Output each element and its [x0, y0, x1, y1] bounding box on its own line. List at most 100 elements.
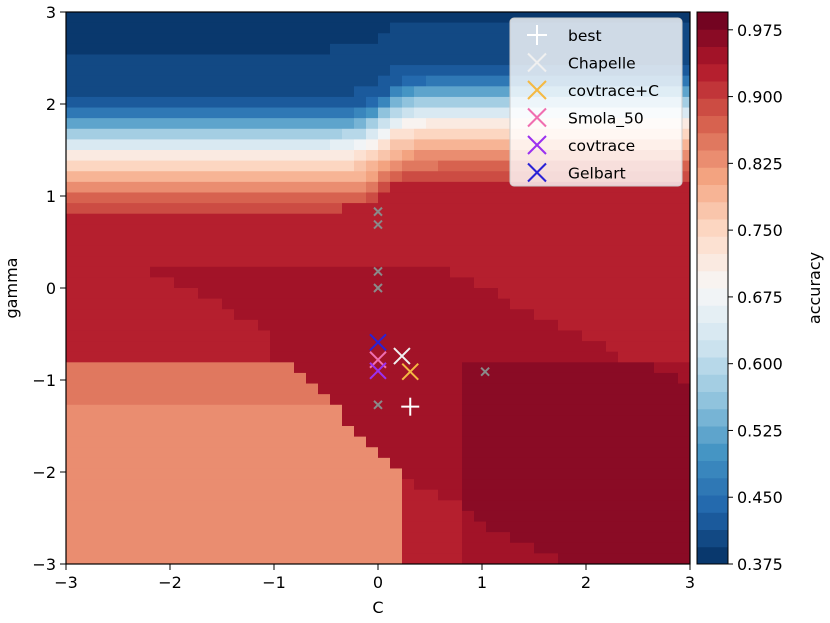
heatmap-cell [546, 479, 559, 491]
heatmap-cell [294, 203, 307, 215]
heatmap-cell [102, 150, 115, 162]
heatmap-cell [618, 415, 631, 427]
heatmap-cell [318, 489, 331, 501]
colorbar-tick-label: 0.825 [737, 154, 783, 173]
heatmap-cell [306, 510, 319, 523]
heatmap-cell [462, 54, 475, 66]
heatmap-cell [570, 234, 583, 247]
heatmap-cell [582, 341, 595, 353]
heatmap-cell [138, 372, 151, 385]
legend-marker-smola-50 [527, 107, 547, 128]
heatmap-cell [558, 192, 571, 204]
heatmap-cell [366, 277, 379, 289]
heatmap-cell [366, 309, 379, 321]
heatmap-cell [90, 542, 103, 554]
heatmap-cell [330, 351, 343, 363]
heatmap-cell [246, 213, 259, 225]
heatmap-cell [150, 521, 163, 533]
heatmap-cell [450, 372, 463, 385]
heatmap-cell [498, 532, 511, 544]
legend-marker-chapelle [527, 52, 547, 73]
heatmap-cell [270, 553, 283, 564]
heatmap-cell [534, 213, 547, 225]
heatmap-cell [294, 362, 307, 374]
heatmap-cell [414, 394, 427, 406]
heatmap-cell [354, 96, 367, 109]
heatmap-cell [114, 224, 127, 236]
heatmap-cell [234, 542, 247, 554]
heatmap-cell [426, 394, 439, 406]
heatmap-cell [582, 319, 595, 332]
heatmap-cell [162, 351, 175, 363]
heatmap-cell [234, 277, 247, 289]
heatmap-cell [618, 351, 631, 363]
heatmap-cell [642, 213, 655, 225]
heatmap-cell [126, 75, 139, 87]
heatmap-cell [558, 532, 571, 544]
heatmap-cell [390, 330, 403, 342]
heatmap-cell [366, 532, 379, 544]
heatmap-cell [438, 489, 451, 501]
heatmap-cell [294, 22, 307, 34]
heatmap-cell [438, 150, 451, 162]
x-tick-label: 1 [477, 573, 487, 592]
heatmap-cell [642, 288, 655, 300]
heatmap-cell [570, 372, 583, 385]
heatmap-cell [234, 224, 247, 236]
heatmap-cell [522, 426, 535, 438]
heatmap-cell [498, 298, 511, 310]
heatmap-cell [522, 181, 535, 194]
heatmap-cell [222, 245, 235, 257]
heatmap-cell [546, 372, 559, 385]
heatmap-cell [354, 150, 367, 162]
heatmap-cell [654, 181, 667, 194]
heatmap-cell [90, 372, 103, 385]
heatmap-cell [438, 266, 451, 278]
heatmap-cell [198, 224, 211, 236]
heatmap-cell [234, 479, 247, 491]
heatmap-cell [546, 309, 559, 321]
heatmap-cell [678, 426, 690, 438]
heatmap-cell [66, 553, 79, 564]
heatmap-cell [402, 54, 415, 66]
heatmap-cell [78, 330, 91, 342]
heatmap-cell [222, 341, 235, 353]
heatmap-cell [462, 532, 475, 544]
colorbar-band [697, 322, 728, 341]
heatmap-cell [270, 181, 283, 194]
heatmap-cell [678, 532, 690, 544]
heatmap-cell [270, 415, 283, 427]
heatmap-cell [126, 362, 139, 374]
heatmap-cell [558, 553, 571, 564]
heatmap-cell [510, 341, 523, 353]
heatmap-cell [174, 394, 187, 406]
heatmap-cell [522, 447, 535, 459]
heatmap-cell [306, 22, 319, 34]
heatmap-cell [450, 479, 463, 491]
heatmap-cell [282, 479, 295, 491]
heatmap-cell [378, 394, 391, 406]
heatmap-cell [402, 224, 415, 236]
heatmap-cell [474, 479, 487, 491]
heatmap-cell [306, 43, 319, 56]
heatmap-cell [426, 415, 439, 427]
heatmap-cell [198, 341, 211, 353]
heatmap-cell [438, 415, 451, 427]
heatmap-cell [234, 33, 247, 45]
heatmap-cell [618, 542, 631, 554]
heatmap-cell [390, 479, 403, 491]
heatmap-cell [102, 510, 115, 523]
heatmap-cell [150, 553, 163, 564]
heatmap-cell [390, 426, 403, 438]
heatmap-cell [582, 447, 595, 459]
heatmap-cell [282, 128, 295, 140]
heatmap-cell [342, 351, 355, 363]
heatmap-cell [390, 245, 403, 257]
heatmap-cell [258, 436, 271, 448]
heatmap-cell [234, 436, 247, 448]
heatmap-cell [510, 298, 523, 310]
heatmap-cell [522, 457, 535, 470]
heatmap-cell [366, 150, 379, 162]
heatmap-cell [666, 288, 679, 300]
